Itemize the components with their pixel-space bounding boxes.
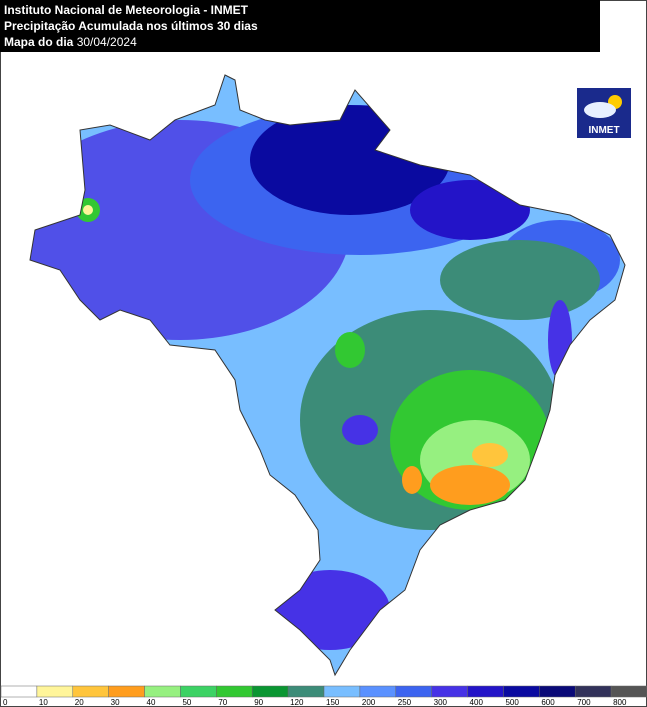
legend-label: 250 (398, 698, 412, 707)
legend-label: 90 (254, 698, 263, 707)
legend-label: 500 (505, 698, 519, 707)
date: 30/04/2024 (77, 35, 137, 49)
legend-label: 20 (75, 698, 84, 707)
legend-swatch (503, 685, 540, 698)
legend-swatch (395, 685, 432, 698)
legend-swatch (36, 685, 74, 698)
legend-swatch (467, 685, 504, 698)
header-box (0, 0, 600, 52)
legend-label: 0 (3, 698, 8, 707)
legend-swatch (180, 685, 217, 698)
legend-label: 400 (470, 698, 484, 707)
legend-label: 600 (541, 698, 555, 707)
legend-swatch (323, 685, 361, 698)
legend-label: 40 (147, 698, 156, 707)
legend-swatch (610, 685, 647, 698)
legend-swatch (144, 685, 181, 698)
legend-swatch (287, 685, 325, 698)
legend-swatch (359, 685, 397, 698)
header-date: Mapa do dia 30/04/2024 (4, 35, 137, 49)
date-label: Mapa do dia (4, 35, 74, 49)
legend-swatch (431, 685, 468, 698)
legend-label: 300 (434, 698, 448, 707)
legend-swatch (216, 685, 253, 698)
logo: INMET (577, 88, 631, 138)
country-outline (29, 74, 626, 677)
legend-swatch (0, 685, 38, 698)
legend-label: 30 (111, 698, 120, 707)
header-title: Instituto Nacional de Meteorologia - INM… (4, 3, 249, 17)
legend-label: 200 (362, 698, 376, 707)
legend-swatch (539, 685, 576, 698)
legend-label: 70 (218, 698, 227, 707)
legend-label: 50 (182, 698, 191, 707)
legend-label: 150 (326, 698, 340, 707)
legend-label: 120 (290, 698, 304, 707)
header-subtitle: Precipitação Acumulada nos últimos 30 di… (4, 19, 258, 33)
legend: 0 10 20 30 40 50 70 90 120 150 200 250 300 400 500 600 7… (0, 685, 647, 707)
legend-swatch (251, 685, 289, 698)
legend-label: 800 (613, 698, 627, 707)
logo-cloud (584, 102, 616, 118)
legend-swatch (72, 685, 109, 698)
legend-swatch (574, 685, 612, 698)
legend-label: 700 (577, 698, 591, 707)
legend-swatch (108, 685, 145, 698)
logo-text: INMET (588, 125, 619, 136)
legend-label: 10 (39, 698, 48, 707)
